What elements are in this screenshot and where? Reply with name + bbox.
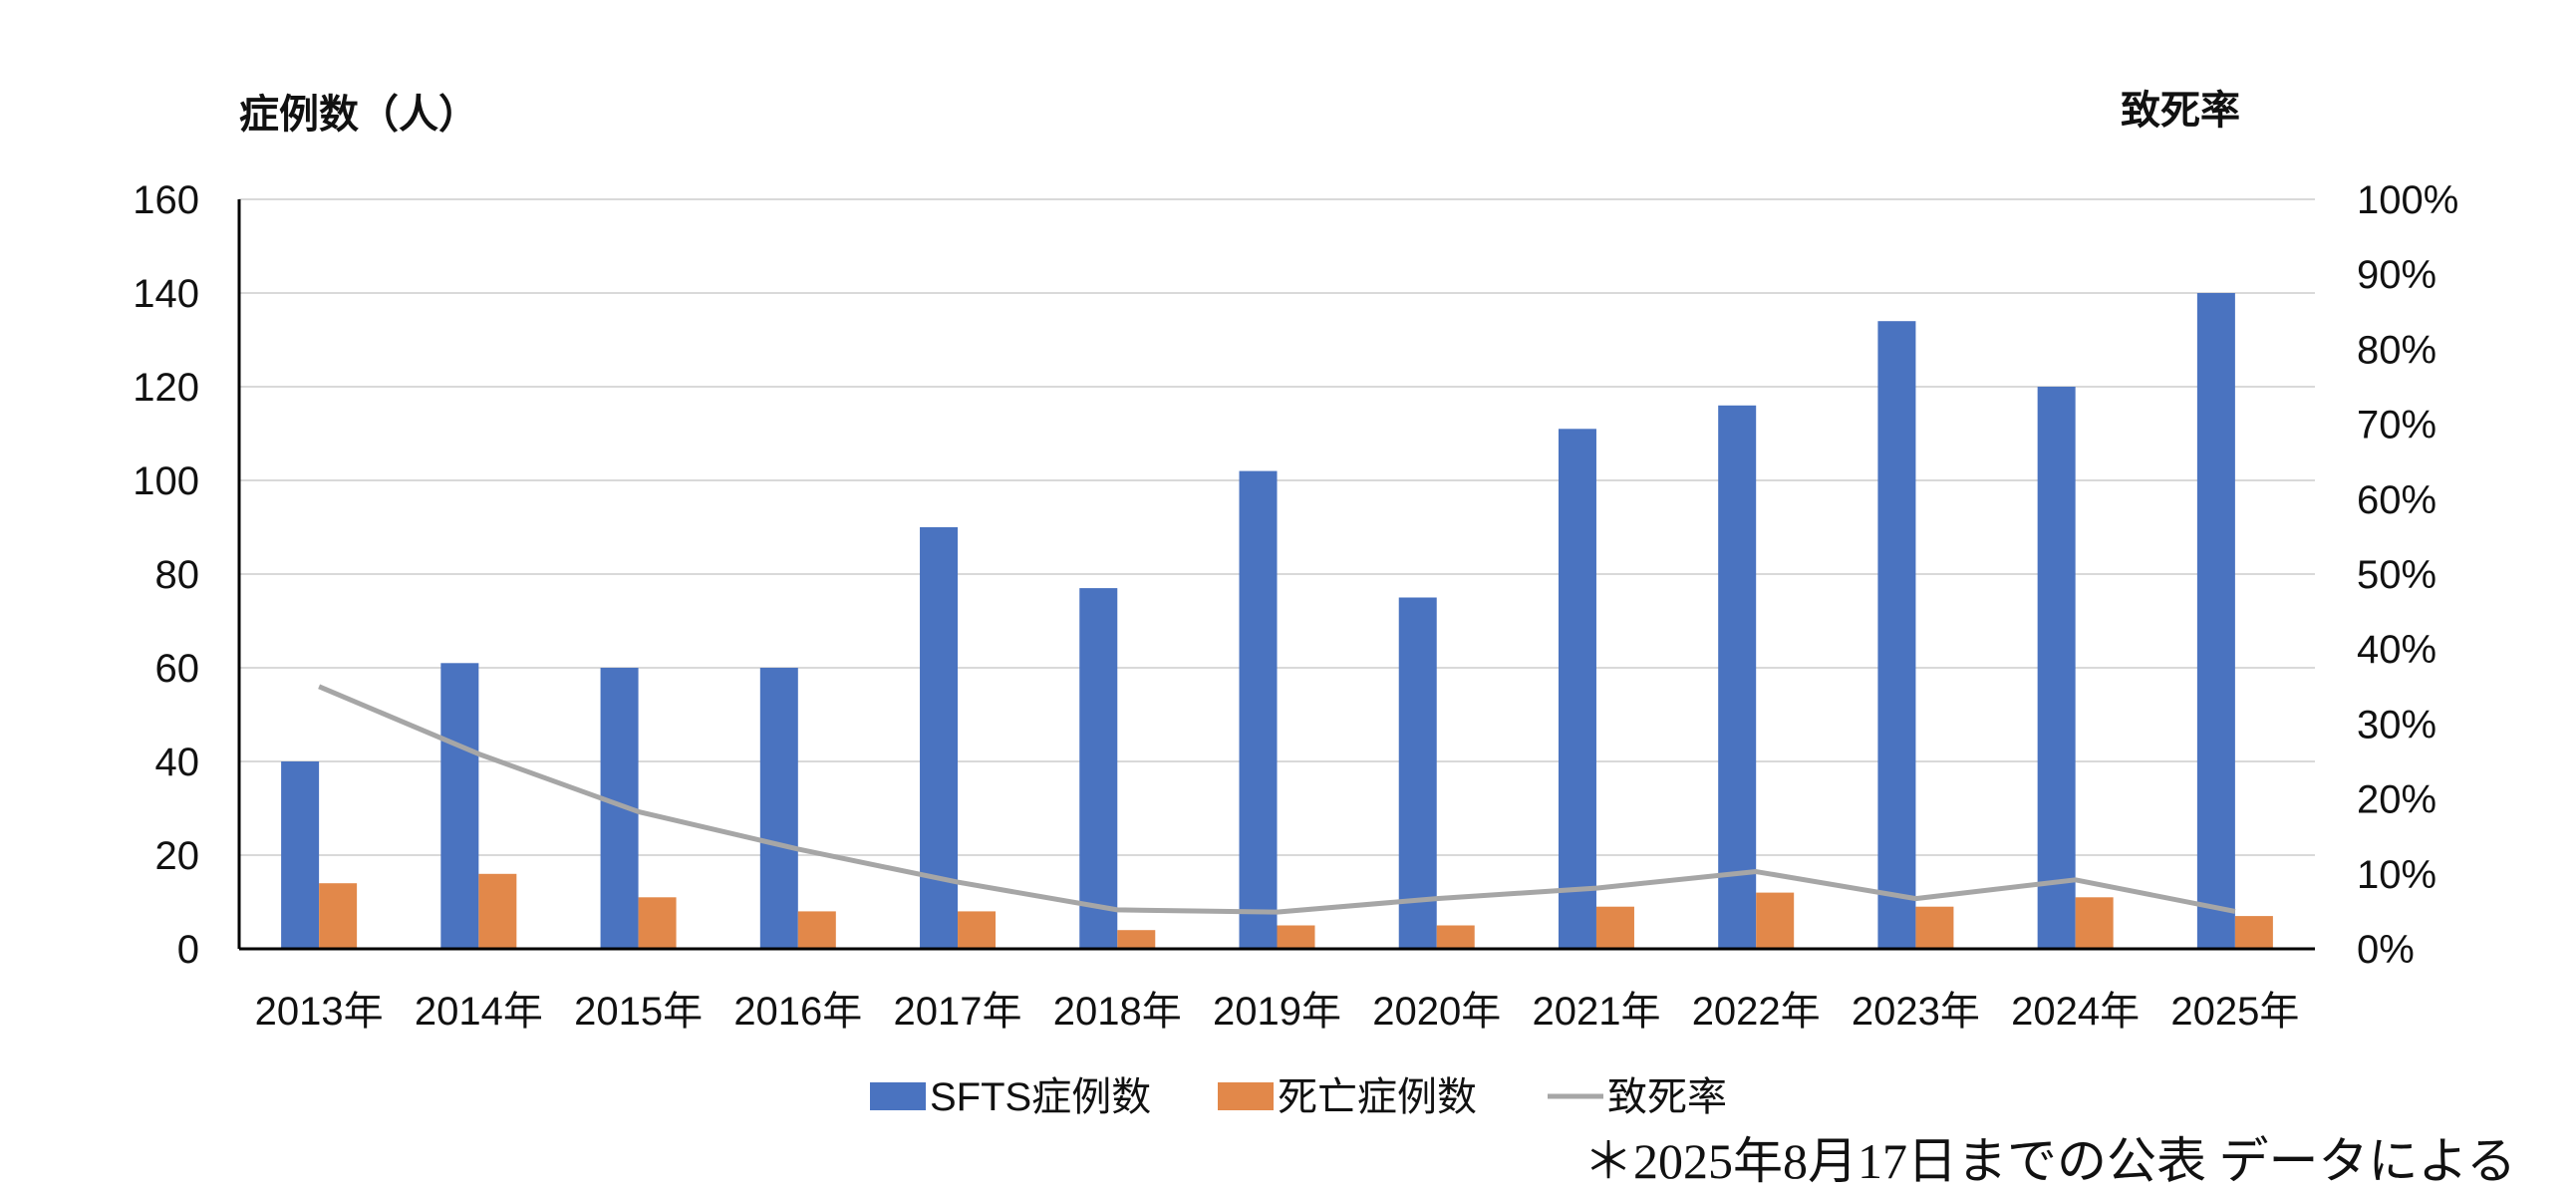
y-right-tick-label: 30% [2357, 703, 2436, 747]
sfts-bar [920, 527, 959, 949]
y-right-tick-label: 80% [2357, 328, 2436, 372]
y-right-tick-label: 10% [2357, 853, 2436, 897]
x-tick-label: 2013年 [255, 990, 384, 1034]
x-tick-label: 2022年 [1692, 990, 1821, 1034]
sfts-bar [2196, 293, 2235, 949]
sfts-bar [2037, 387, 2076, 949]
death-bar [797, 911, 836, 949]
x-tick-label: 2024年 [2011, 990, 2140, 1034]
legend-swatch [870, 1082, 926, 1110]
fatality-rate-line [318, 684, 2236, 915]
y-tick-label: 20 [155, 834, 200, 878]
death-bar [2234, 916, 2273, 949]
death-bar [1277, 925, 1315, 949]
sfts-bar [1398, 597, 1437, 949]
legend-label: 死亡症例数 [1278, 1075, 1477, 1119]
x-tick-label: 2014年 [415, 990, 543, 1034]
y-axis-right-title: 致死率 [2121, 89, 2240, 133]
legend-label: 致死率 [1607, 1075, 1727, 1119]
y-tick-label: 0 [177, 928, 199, 972]
y-right-tick-label: 0% [2357, 928, 2415, 972]
bars [281, 293, 2273, 949]
death-bar [2075, 897, 2114, 949]
y-tick-label: 160 [133, 178, 199, 222]
y-tick-label: 80 [155, 553, 200, 597]
sfts-bar [440, 663, 479, 949]
y-tick-label: 100 [133, 459, 199, 503]
x-tick-label: 2019年 [1213, 990, 1341, 1034]
death-bar [1756, 892, 1795, 949]
legend-label: SFTS症例数 [930, 1075, 1151, 1119]
death-bar [1595, 906, 1634, 949]
death-bar [1915, 906, 1954, 949]
sfts-bar [759, 668, 798, 949]
sfts-bar [281, 761, 320, 949]
y-right-tick-label: 50% [2357, 553, 2436, 597]
x-tick-label: 2023年 [1852, 990, 1980, 1034]
x-tick-label: 2015年 [574, 990, 703, 1034]
sfts-bar [1558, 429, 1596, 949]
footnote: ＊2025年8月17日までの公表 データによる [1583, 1133, 2516, 1189]
tick-labels: 0 20 40 60 80 100 120 140 160 0% 10% 20% 30% 40% 50% 60… [133, 178, 2458, 1034]
sfts-bar [1079, 588, 1118, 949]
sfts-bar [1877, 321, 1916, 949]
sfts-bar [1718, 405, 1757, 949]
y-axis-title: 症例数（人） [239, 93, 478, 137]
legend: SFTS症例数 死亡症例数 致死率 [870, 1075, 1727, 1119]
death-bar [478, 873, 517, 949]
y-right-tick-label: 70% [2357, 404, 2436, 448]
y-tick-label: 120 [133, 366, 199, 410]
y-right-tick-label: 100% [2357, 178, 2458, 222]
x-tick-label: 2017年 [894, 990, 1022, 1034]
sfts-bar [1239, 470, 1278, 949]
y-right-tick-label: 40% [2357, 628, 2436, 672]
death-bar [1436, 925, 1475, 949]
x-tick-label: 2021年 [1532, 990, 1660, 1034]
death-bar [958, 911, 997, 949]
y-right-tick-label: 60% [2357, 478, 2436, 522]
x-tick-label: 2016年 [733, 990, 862, 1034]
axes [237, 199, 2315, 951]
legend-swatch [1218, 1082, 1274, 1110]
x-tick-label: 2018年 [1053, 990, 1182, 1034]
y-tick-label: 60 [155, 647, 200, 691]
x-tick-label: 2020年 [1372, 990, 1501, 1034]
y-right-tick-label: 20% [2357, 778, 2436, 822]
death-bar [1117, 930, 1156, 949]
x-tick-label: 2025年 [2170, 990, 2299, 1034]
death-bar [319, 883, 358, 949]
fatality-line [318, 684, 2236, 915]
y-tick-label: 40 [155, 741, 200, 784]
y-right-tick-label: 90% [2357, 253, 2436, 297]
death-bar [638, 897, 677, 949]
y-tick-label: 140 [133, 272, 199, 316]
